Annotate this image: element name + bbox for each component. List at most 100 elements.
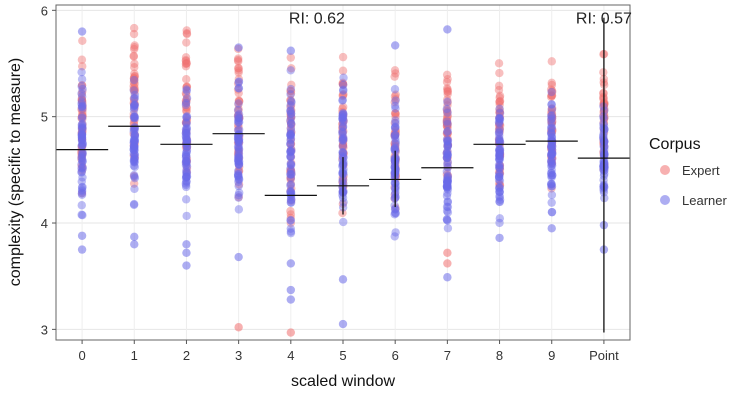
learner-point [181,151,191,160]
learner-point [391,228,400,237]
learner-point [494,175,504,184]
learner-point [78,173,87,182]
learner-point [182,128,191,138]
expert-point [286,53,295,62]
learner-point [391,209,400,218]
learner-point [547,168,556,178]
expert-point [547,78,556,87]
learner-point [234,137,244,147]
learner-point [286,109,296,119]
learner-point [495,148,504,158]
learner-point [442,167,452,176]
learner-point [495,233,504,243]
x-tick-label: 9 [548,348,555,363]
learner-point [338,127,347,136]
learner-point [286,195,296,205]
learner-point [494,184,504,193]
expert-point [495,136,504,146]
expert-point [442,116,452,126]
y-axis: 3 4 5 6 [41,3,56,337]
expert-point [235,114,244,123]
learner-point [547,118,556,128]
expert-point [495,108,504,117]
learner-point [130,112,139,122]
learner-point [546,111,556,121]
expert-point [338,141,348,150]
learner-point [182,148,191,157]
learner-point [338,109,348,118]
expert-point [181,62,191,71]
expert-point [546,85,556,94]
learner-point [182,86,192,95]
expert-point [495,136,504,146]
legend: Corpus Expert Learner [649,136,727,208]
learner-point [443,180,452,189]
expert-point [443,119,452,128]
expert-point [77,113,86,123]
learner-point [390,123,400,133]
learner-point [286,180,296,189]
expert-point [129,23,139,33]
expert-point [495,180,505,190]
learner-point [77,92,87,101]
learner-point [78,182,87,192]
y-tick-label: 3 [41,322,48,337]
learner-point [181,180,191,190]
learner-point [182,131,191,140]
learner-point [130,154,139,163]
expert-point [77,96,87,105]
learner-point [547,182,557,191]
learner-point [443,139,453,149]
expert-point [234,112,244,122]
learner-point [495,197,504,207]
expert-point [443,153,452,162]
expert-point [442,114,452,124]
learner-point [547,115,556,124]
learner-point [495,113,504,123]
expert-point [390,66,400,75]
learner-point [234,149,244,158]
learner-point [338,135,347,145]
learner-point [548,145,557,155]
learner-point [547,129,556,138]
learner-point [443,178,452,187]
expert-point [129,78,139,87]
expert-point [286,175,295,184]
legend-swatch-learner [660,195,670,205]
expert-point [338,107,347,117]
x-tick-label: 3 [235,348,242,363]
annotations: RI: 0.62 RI: 0.57 [289,10,632,27]
learner-point [234,77,244,86]
expert-point [442,170,452,179]
expert-point [495,91,505,101]
expert-point [286,120,296,129]
learner-point [77,112,87,122]
expert-point [495,163,504,173]
learner-point [391,134,400,143]
learner-point [286,105,295,115]
learner-point [547,124,557,133]
learner-point [494,151,504,160]
learner-point [443,142,452,151]
learner-point [442,135,452,144]
learner-point [182,156,191,166]
learner-point [129,142,139,151]
expert-point [130,85,139,95]
learner-point [443,202,453,212]
learner-point [286,130,295,139]
learner-point [130,114,139,123]
expert-point [443,173,452,182]
expert-point [130,69,139,78]
expert-point [286,158,296,168]
learner-point [130,173,140,183]
learner-point [547,171,556,180]
learner-point [234,177,243,186]
expert-point [339,117,348,126]
learner-point [234,125,244,135]
learner-point [181,100,191,110]
expert-point [443,87,452,96]
expert-point [495,120,504,129]
learner-point [391,96,400,105]
expert-point [130,100,139,109]
learner-point [286,259,296,268]
